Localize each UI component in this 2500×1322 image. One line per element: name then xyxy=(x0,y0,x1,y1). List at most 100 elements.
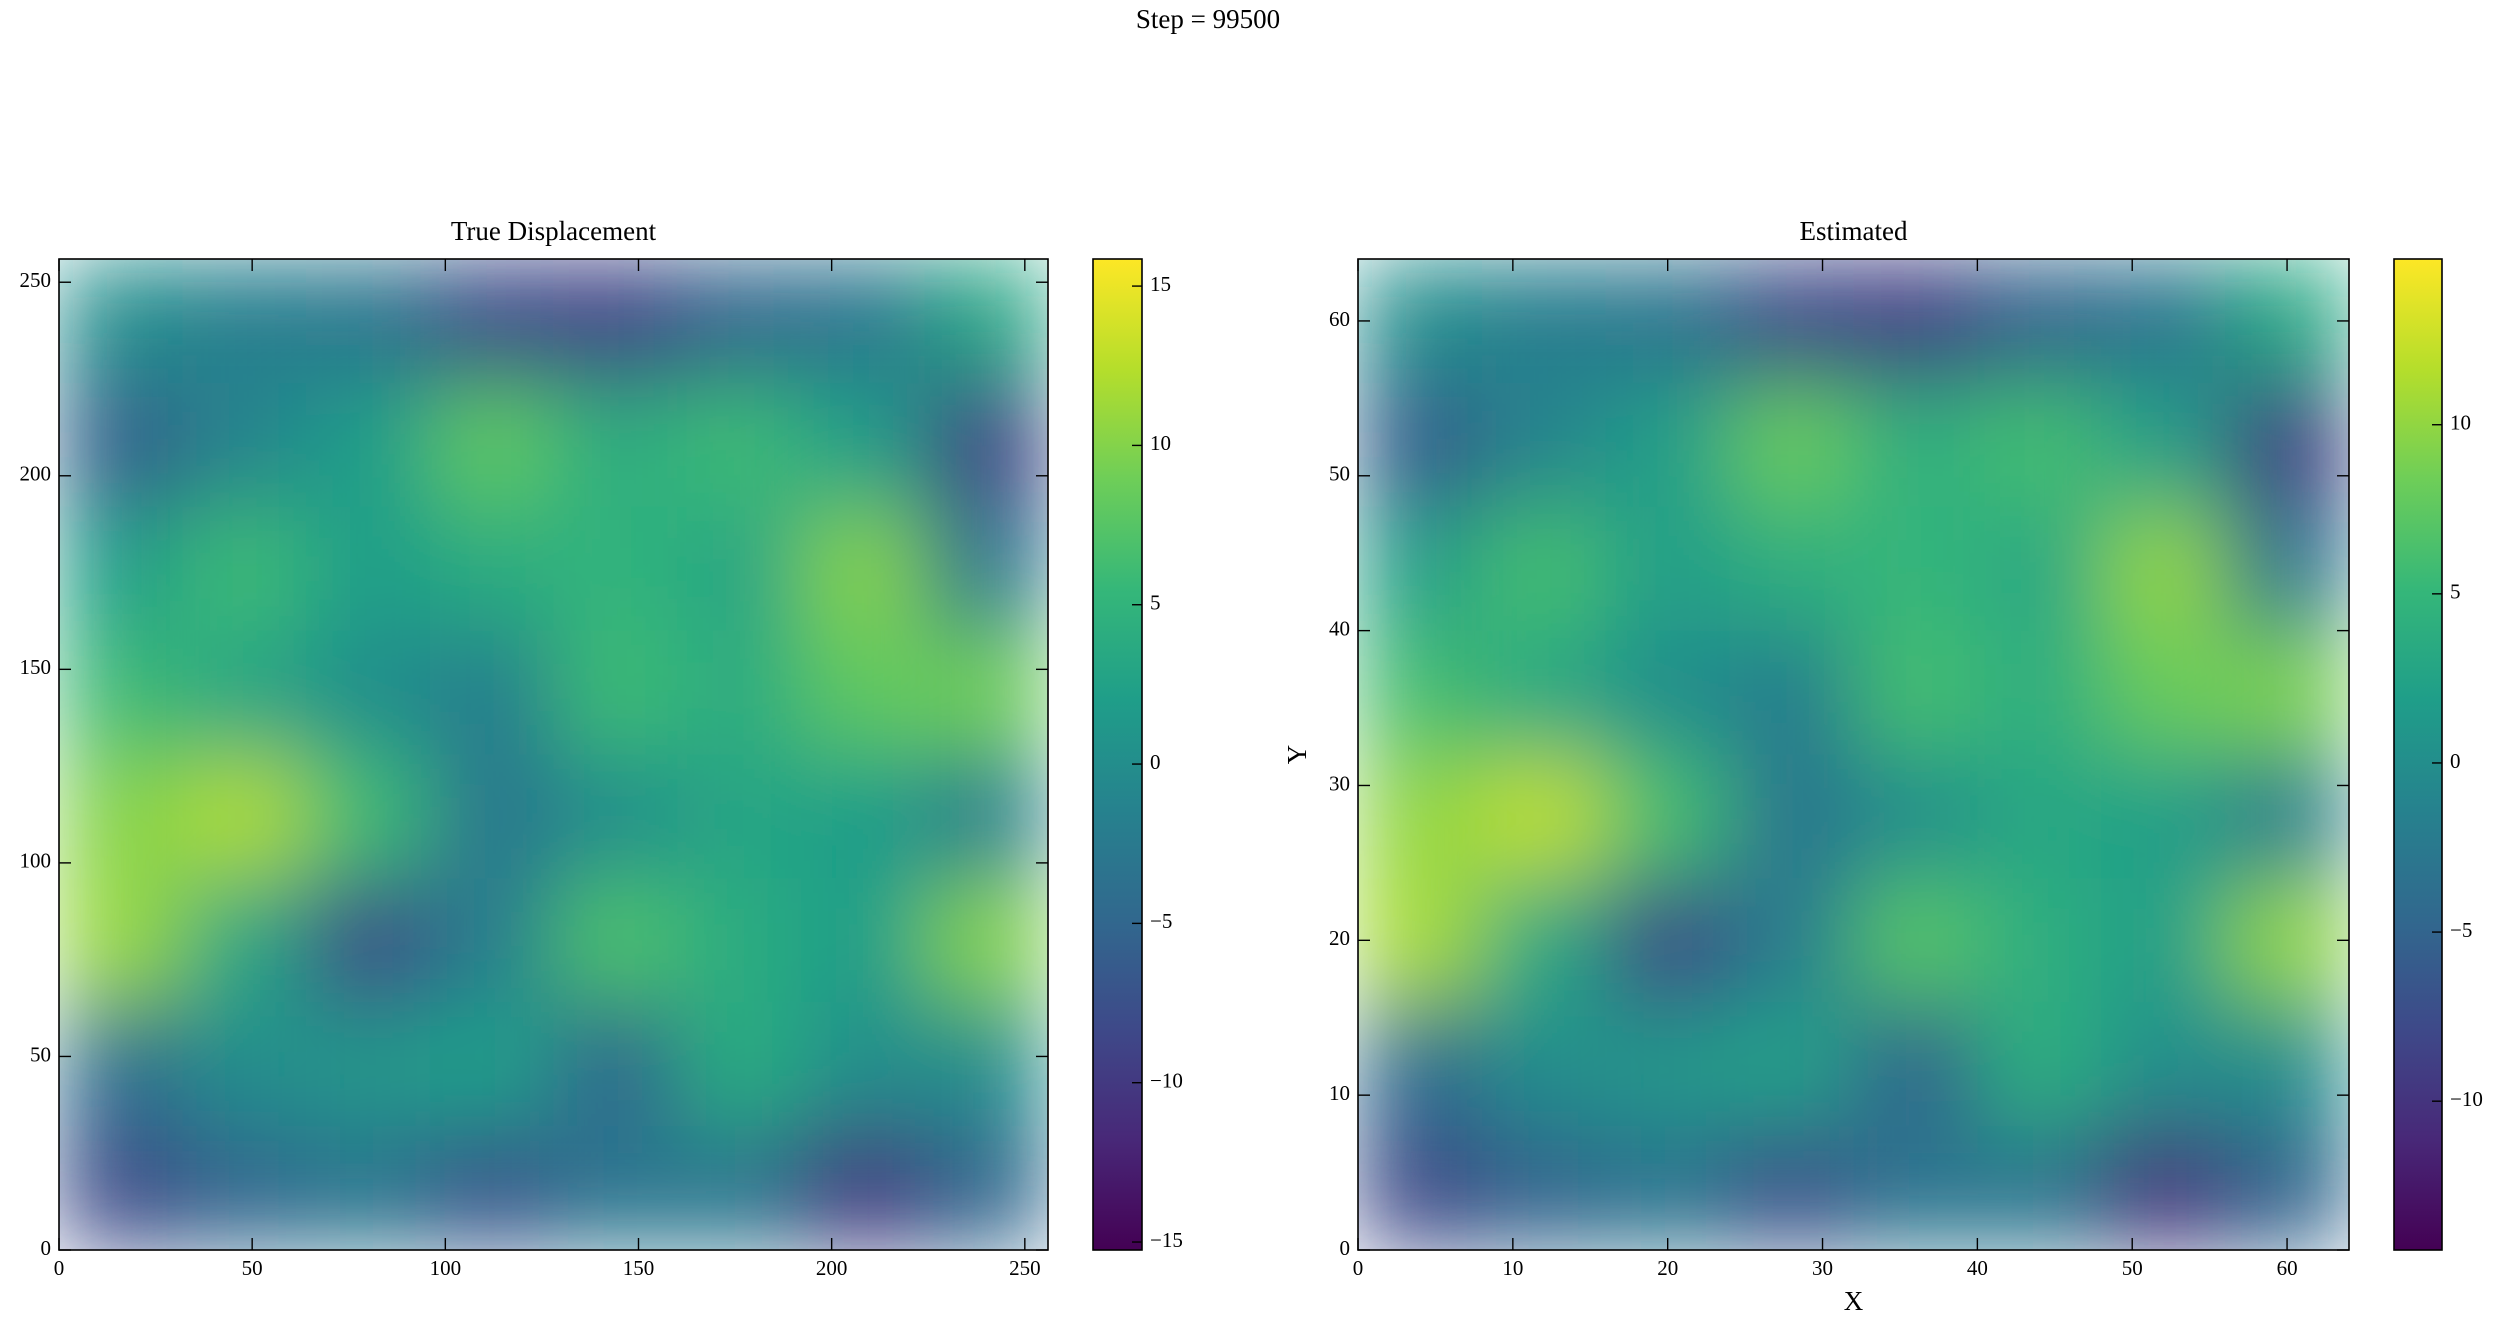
heatmap-cell xyxy=(59,1002,184,1127)
heatmap-cell xyxy=(1358,878,1483,1003)
heatmap-cell xyxy=(429,382,554,508)
heatmap-cell xyxy=(182,1126,307,1250)
heatmap-cells xyxy=(59,259,1048,1250)
heatmap-cell xyxy=(182,506,307,632)
heatmap-cell xyxy=(1605,382,1731,508)
heatmap-cell xyxy=(2101,878,2226,1003)
heatmap-cell xyxy=(2101,630,2226,755)
heatmap-cell xyxy=(800,630,925,755)
heatmap-cell xyxy=(553,1126,678,1250)
heatmap-cell xyxy=(59,382,184,508)
y-tick-label: 250 xyxy=(20,268,52,292)
y-tick-label: 150 xyxy=(20,655,52,679)
heatmap-cell xyxy=(182,878,307,1003)
y-tick-label: 20 xyxy=(1329,926,1350,950)
axes-title: True Displacement xyxy=(451,216,657,246)
heatmap-cell xyxy=(1977,506,2102,632)
figure-title: Step = 99500 xyxy=(1136,4,1280,34)
heatmap-cell xyxy=(2101,1002,2226,1127)
colorbar-tick-label: −15 xyxy=(1150,1228,1183,1252)
colorbar-tick-label: 15 xyxy=(1150,272,1171,296)
heatmap-cell xyxy=(182,382,307,508)
heatmap-cell xyxy=(800,259,925,384)
heatmap-cell xyxy=(59,878,184,1003)
y-tick-label: 50 xyxy=(30,1042,51,1066)
heatmap-cell xyxy=(2225,1126,2349,1250)
heatmap-cell xyxy=(2225,1002,2349,1127)
y-tick-label: 100 xyxy=(20,849,52,873)
heatmap-cell xyxy=(182,754,307,879)
heatmap-cell xyxy=(677,382,802,508)
heatmap-cell xyxy=(924,1002,1048,1127)
heatmap-cell xyxy=(306,630,431,755)
heatmap-cell xyxy=(553,506,678,632)
heatmap-cell xyxy=(2101,259,2226,384)
heatmap-cell xyxy=(2225,878,2349,1003)
y-axis-label: Y xyxy=(1282,745,1312,765)
heatmap-cell xyxy=(2101,754,2226,879)
heatmap-cell xyxy=(800,754,925,879)
heatmap-cell xyxy=(2225,382,2349,508)
heatmap-cell xyxy=(677,754,802,879)
y-tick-label: 0 xyxy=(1340,1236,1351,1260)
heatmap-cell xyxy=(553,259,678,384)
x-tick-label: 30 xyxy=(1812,1256,1833,1280)
heatmap-cell xyxy=(59,754,184,879)
axes-frame xyxy=(58,258,1049,1251)
heatmap-cell xyxy=(1481,630,1607,755)
heatmap-cell xyxy=(553,878,678,1003)
y-tick-label: 10 xyxy=(1329,1081,1350,1105)
heatmap-cell xyxy=(429,878,554,1003)
heatmap-cell xyxy=(1729,878,1854,1003)
heatmap-cell xyxy=(677,259,802,384)
heatmap-cell xyxy=(1481,506,1607,632)
heatmap-cell xyxy=(1481,1126,1607,1250)
heatmap-cell xyxy=(1853,1126,1978,1250)
heatmap-cell xyxy=(1729,382,1854,508)
heatmap-cell xyxy=(59,506,184,632)
heatmap xyxy=(59,259,1048,1250)
heatmap-cell xyxy=(553,382,678,508)
colorbar-tick-label: 5 xyxy=(1150,591,1161,615)
heatmap-cell xyxy=(1358,1126,1483,1250)
heatmap-cell xyxy=(800,878,925,1003)
heatmap-cell xyxy=(800,382,925,508)
colorbar xyxy=(1092,258,1143,1251)
x-tick-label: 250 xyxy=(1009,1256,1041,1280)
heatmap-cell xyxy=(429,506,554,632)
heatmap-cell xyxy=(2101,1126,2226,1250)
heatmap-cell xyxy=(1605,1126,1731,1250)
colorbar-tick-label: −5 xyxy=(1150,909,1172,933)
heatmap-cell xyxy=(182,259,307,384)
x-tick-label: 0 xyxy=(1353,1256,1364,1280)
heatmap-cell xyxy=(1358,754,1483,879)
heatmap-cell xyxy=(924,878,1048,1003)
heatmap-cell xyxy=(306,382,431,508)
heatmap-cell xyxy=(1358,1002,1483,1127)
axes-frame xyxy=(1357,258,2350,1251)
x-tick-label: 20 xyxy=(1657,1256,1678,1280)
heatmap-cell xyxy=(553,754,678,879)
x-tick-label: 150 xyxy=(623,1256,655,1280)
heatmap-cell xyxy=(924,1126,1048,1250)
heatmap-cell xyxy=(1853,630,1978,755)
heatmap-cell xyxy=(1853,382,1978,508)
heatmap-cell xyxy=(1729,1002,1854,1127)
heatmap-cell xyxy=(677,1126,802,1250)
heatmap-cell xyxy=(924,259,1048,384)
x-tick-label: 100 xyxy=(430,1256,462,1280)
heatmap-cell xyxy=(1853,878,1978,1003)
y-tick-label: 40 xyxy=(1329,616,1350,640)
heatmap-cell xyxy=(677,630,802,755)
heatmap-cell xyxy=(1358,382,1483,508)
heatmap-cell xyxy=(429,1126,554,1250)
heatmap-cell xyxy=(1481,878,1607,1003)
heatmap-cell xyxy=(306,1002,431,1127)
x-tick-label: 60 xyxy=(2277,1256,2298,1280)
heatmap-cell xyxy=(59,630,184,755)
heatmap-cell xyxy=(1729,259,1854,384)
heatmap-cell xyxy=(1729,1126,1854,1250)
heatmap-cell xyxy=(2101,506,2226,632)
